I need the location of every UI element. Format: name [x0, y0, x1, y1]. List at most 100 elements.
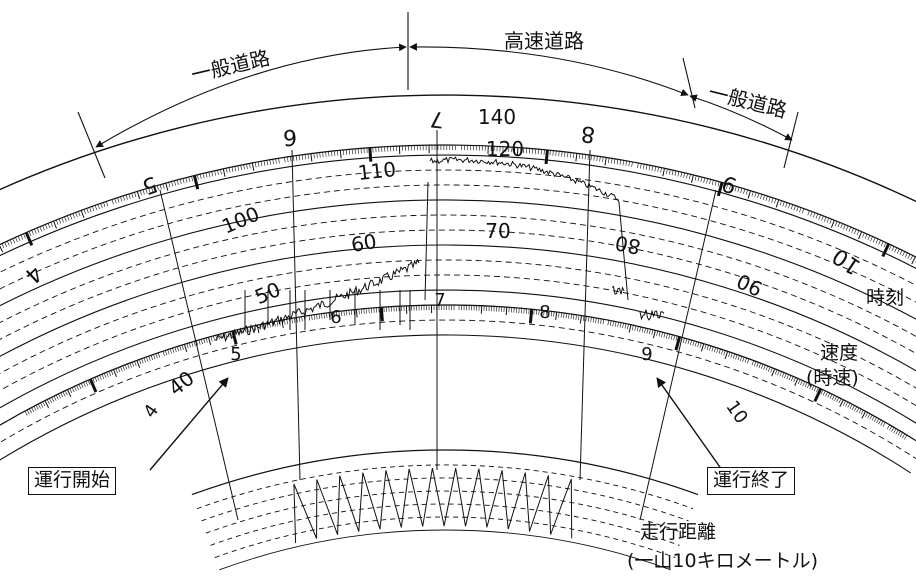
inner-minute-tick — [179, 345, 182, 351]
outer-minute-tick — [642, 164, 645, 170]
inner-minute-tick — [865, 412, 869, 418]
inner-minute-tick — [153, 354, 156, 360]
inner-minute-tick — [326, 312, 328, 318]
distance-grid-arc — [196, 464, 694, 510]
outer-minute-tick — [47, 223, 51, 229]
outer-minute-tick — [50, 222, 53, 227]
inner-hour-label-8: 8 — [539, 302, 550, 323]
outer-minute-tick — [214, 170, 216, 176]
inner-minute-tick — [649, 329, 651, 335]
outer-minute-tick — [337, 150, 339, 156]
outer-minute-tick — [156, 185, 159, 191]
inner-minute-tick — [196, 340, 199, 346]
outer-minute-tick — [745, 189, 748, 195]
outer-minute-tick — [225, 168, 228, 174]
outer-minute-tick — [334, 150, 336, 156]
outer-minute-tick — [552, 150, 554, 156]
outer-minute-tick — [686, 173, 688, 179]
inner-minute-tick — [797, 379, 801, 385]
speed-label-80: 80 — [613, 231, 643, 260]
inner-minute-tick — [619, 322, 622, 328]
inner-minute-tick — [829, 394, 833, 399]
outer-minute-tick — [94, 205, 98, 211]
speed-label-120: 120 — [486, 137, 524, 161]
inner-minute-tick — [706, 345, 709, 351]
callout-arrows — [149, 377, 723, 471]
outer-minute-tick — [97, 204, 100, 210]
outer-minute-tick — [593, 155, 595, 161]
outer-minute-tick — [843, 224, 846, 230]
inner-minute-tick — [602, 319, 605, 325]
inner-minute-tick — [739, 356, 743, 362]
outer-minute-tick — [260, 161, 263, 167]
outer-minute-tick — [613, 158, 616, 164]
outer-minute-tick — [120, 196, 123, 202]
outer-minute-tick — [907, 254, 911, 259]
speed-grid-arc — [0, 184, 916, 303]
section-label-expressway: 高速道路 — [504, 29, 584, 53]
inner-minute-tick — [656, 330, 659, 336]
outer-minute-tick — [823, 216, 827, 222]
inner-minute-tick — [753, 361, 757, 367]
outer-minute-tick — [875, 238, 879, 244]
inner-minute-tick — [69, 388, 73, 394]
outer-minute-tick — [622, 160, 625, 166]
outer-hour-label-10: 10 — [828, 243, 865, 279]
arrow-operation-end — [656, 377, 723, 471]
inner-minute-tick — [103, 373, 107, 378]
outer-minute-tick — [56, 219, 59, 225]
outer-minute-tick — [788, 203, 791, 209]
outer-minute-tick — [657, 167, 659, 173]
inner-minute-tick — [804, 382, 808, 388]
inner-minute-tick — [101, 374, 105, 379]
inner-minute-tick — [880, 420, 884, 426]
outer-minute-tick — [561, 151, 563, 157]
inner-minute-tick — [851, 405, 855, 411]
inner-minute-tick — [293, 317, 296, 323]
inner-minute-tick — [42, 401, 46, 407]
outer-minute-tick — [793, 205, 796, 211]
inner-minute-tick — [31, 407, 35, 413]
inner-minute-tick — [831, 395, 835, 400]
inner-hour-label-6: 6 — [330, 307, 341, 328]
outer-minute-tick — [894, 247, 898, 253]
outer-minute-tick — [134, 192, 137, 198]
outer-minute-tick — [628, 161, 630, 167]
inner-minute-tick — [150, 355, 153, 361]
inner-minute-tick — [33, 406, 37, 411]
inner-minute-tick — [873, 417, 877, 422]
inner-minute-tick — [106, 372, 109, 378]
inner-minute-tick — [122, 365, 125, 371]
outer-minute-tick — [83, 209, 86, 215]
outer-minute-tick — [799, 207, 802, 213]
inner-time-tick — [861, 411, 867, 419]
outer-time-tick — [53, 220, 57, 229]
outer-minute-tick — [631, 161, 633, 167]
outer-minute-tick — [1, 243, 5, 249]
inner-minute-tick — [301, 316, 303, 322]
inner-minute-tick — [735, 354, 738, 360]
inner-minute-tick — [138, 359, 142, 365]
inner-minute-tick — [311, 315, 313, 321]
outer-minute-tick — [171, 181, 174, 187]
inner-minute-tick — [836, 397, 840, 403]
inner-minute-tick — [774, 369, 778, 375]
section-label-general-right: 一般道路 — [706, 80, 789, 123]
outer-minute-tick — [145, 188, 148, 194]
outer-minute-tick — [608, 157, 610, 163]
outer-time-tick — [858, 231, 863, 240]
inner-minute-tick — [781, 372, 785, 378]
inner-minute-tick — [108, 371, 112, 377]
speed-grid-arc — [0, 214, 916, 337]
outer-minute-tick — [64, 216, 67, 222]
inner-minute-tick — [788, 375, 792, 381]
outer-minute-tick — [584, 154, 586, 160]
inner-time-tick — [771, 368, 776, 377]
inner-minute-tick — [286, 319, 288, 325]
outer-time-tick — [251, 162, 255, 171]
outer-minute-tick — [734, 186, 737, 192]
inner-minute-tick — [800, 380, 803, 386]
outer-minute-tick — [883, 242, 887, 248]
inner-minute-tick — [49, 398, 52, 403]
inner-minute-tick — [822, 390, 826, 396]
